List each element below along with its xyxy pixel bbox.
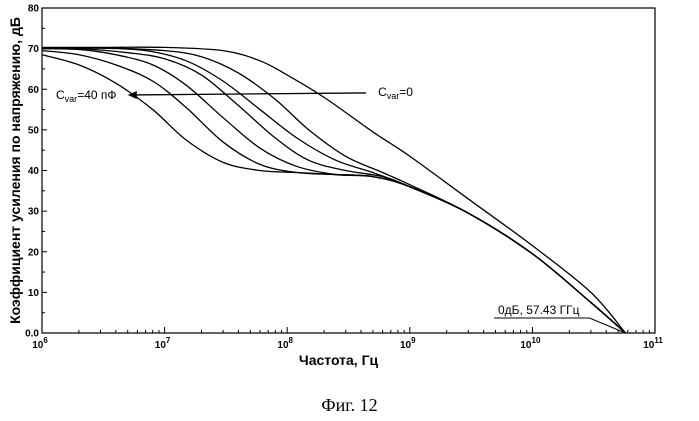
x-tick-label: 1011 [643, 336, 663, 351]
cvar-arrow [133, 92, 367, 96]
x-tick-label: 108 [277, 336, 293, 351]
x-tick-label: 106 [32, 336, 48, 351]
x-axis: 106 107 108 109 1010 1011 [32, 327, 663, 351]
y-tick-label: 40 [28, 166, 40, 177]
series-line-4 [41, 47, 626, 334]
y-axis: 0.0 10 20 30 40 50 60 70 80 [25, 4, 47, 340]
y-tick-label: 20 [28, 247, 40, 258]
cvar-min-rest: =0 [399, 85, 413, 99]
series-line-1 [42, 46, 626, 334]
series-line-7 [41, 54, 626, 334]
y-tick-label: 10 [28, 288, 40, 299]
zero-db-label: 0дБ, 57.43 ГГц [498, 303, 580, 317]
zero-db-leader [494, 317, 626, 334]
series-line-3 [41, 47, 626, 334]
figure-caption: Фиг. 12 [321, 395, 378, 415]
y-tick-label: 30 [28, 207, 40, 218]
series-line-5 [41, 47, 626, 334]
y-tick-label: 0.0 [25, 329, 39, 340]
cvar-min-label: Cvar=0 [378, 85, 413, 101]
x-tick-label: 109 [400, 336, 416, 351]
x-tick-label: 1010 [520, 336, 541, 351]
y-tick-label: 50 [28, 125, 40, 136]
x-axis-title: Частота, Гц [299, 352, 379, 368]
cvar-min-base: C [378, 85, 387, 99]
y-tick-label: 70 [28, 44, 40, 55]
cvar-max-rest: =40 пФ [77, 88, 116, 102]
annotations: Cvar=40 пФ Cvar=0 0дБ, 57.43 ГГц [56, 85, 626, 334]
series-line-2 [41, 46, 626, 334]
y-axis-title: Коэффициент усиления по напряжению, дБ [7, 17, 23, 324]
y-tick-label: 60 [28, 85, 40, 96]
y-tick-label: 80 [28, 4, 40, 15]
cvar-arrowhead [127, 90, 137, 99]
cvar-max-sub: var [65, 94, 78, 104]
cvar-max-label: Cvar=40 пФ [56, 88, 117, 104]
x-tick-label: 107 [155, 336, 171, 351]
cvar-max-base: C [56, 88, 65, 102]
cvar-min-sub: var [387, 91, 400, 101]
series-group [41, 46, 626, 334]
